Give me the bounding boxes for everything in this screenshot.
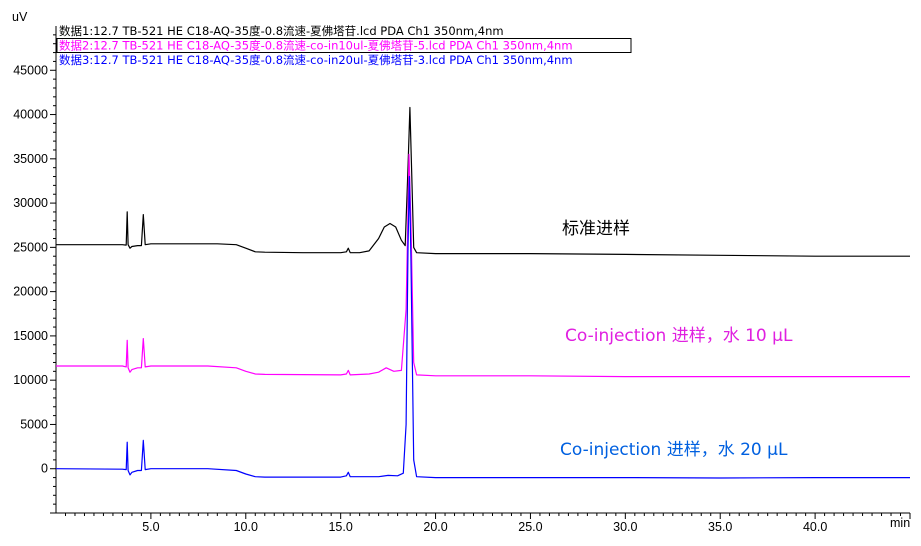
y-tick-label: 0	[41, 462, 48, 476]
x-tick-label: 25.0	[518, 520, 542, 534]
y-tick-label: 15000	[13, 329, 48, 343]
trace-annotation: Co-injection 进样，水 20 μL	[560, 440, 788, 460]
x-tick-label: 20.0	[423, 520, 447, 534]
series-trace-3	[55, 175, 910, 479]
traces	[55, 106, 910, 479]
x-tick-label: 40.0	[803, 520, 827, 534]
series-trace-1	[56, 106, 910, 257]
x-tick-label: 30.0	[613, 520, 637, 534]
legend-highlight-box	[56, 38, 632, 53]
legend-entry: 数据2:12.7 TB-521 HE C18-AQ-35度-0.8流速-co-i…	[59, 39, 573, 53]
annotations: 标准进样 Co-injection 进样，水 10 μL Co-injection …	[560, 219, 793, 460]
y-tick-label: 40000	[13, 108, 48, 122]
trace-annotation: Co-injection 进样，水 10 μL	[565, 326, 793, 346]
legend-entry: 数据3:12.7 TB-521 HE C18-AQ-35度-0.8流速-co-i…	[59, 53, 573, 67]
x-tick-label: 10.0	[234, 520, 258, 534]
trace-annotation: 标准进样	[562, 219, 630, 239]
x-tick-label: 5.0	[142, 520, 159, 534]
y-unit-label: uV	[12, 10, 28, 24]
x-tick-label: 35.0	[708, 520, 732, 534]
series-trace-2	[56, 153, 910, 378]
y-tick-label: 30000	[13, 196, 48, 210]
x-unit-label: min	[890, 516, 910, 530]
y-tick-label: 20000	[13, 285, 48, 299]
y-tick-label: 5000	[20, 417, 48, 431]
legend: 数据1:12.7 TB-521 HE C18-AQ-35度-0.8流速-夏佛塔苷…	[56, 24, 632, 67]
axes: 5.0 10.0 15.0 20.0 25.0 30.0 35.0 40.0 0 5000 1000…	[13, 26, 911, 534]
y-tick-label: 10000	[13, 373, 48, 387]
legend-entry: 数据1:12.7 TB-521 HE C18-AQ-35度-0.8流速-夏佛塔苷…	[59, 24, 504, 38]
y-tick-label: 25000	[13, 240, 48, 254]
y-tick-label: 35000	[13, 152, 48, 166]
x-tick-label: 15.0	[328, 520, 352, 534]
y-tick-label: 45000	[13, 63, 48, 77]
